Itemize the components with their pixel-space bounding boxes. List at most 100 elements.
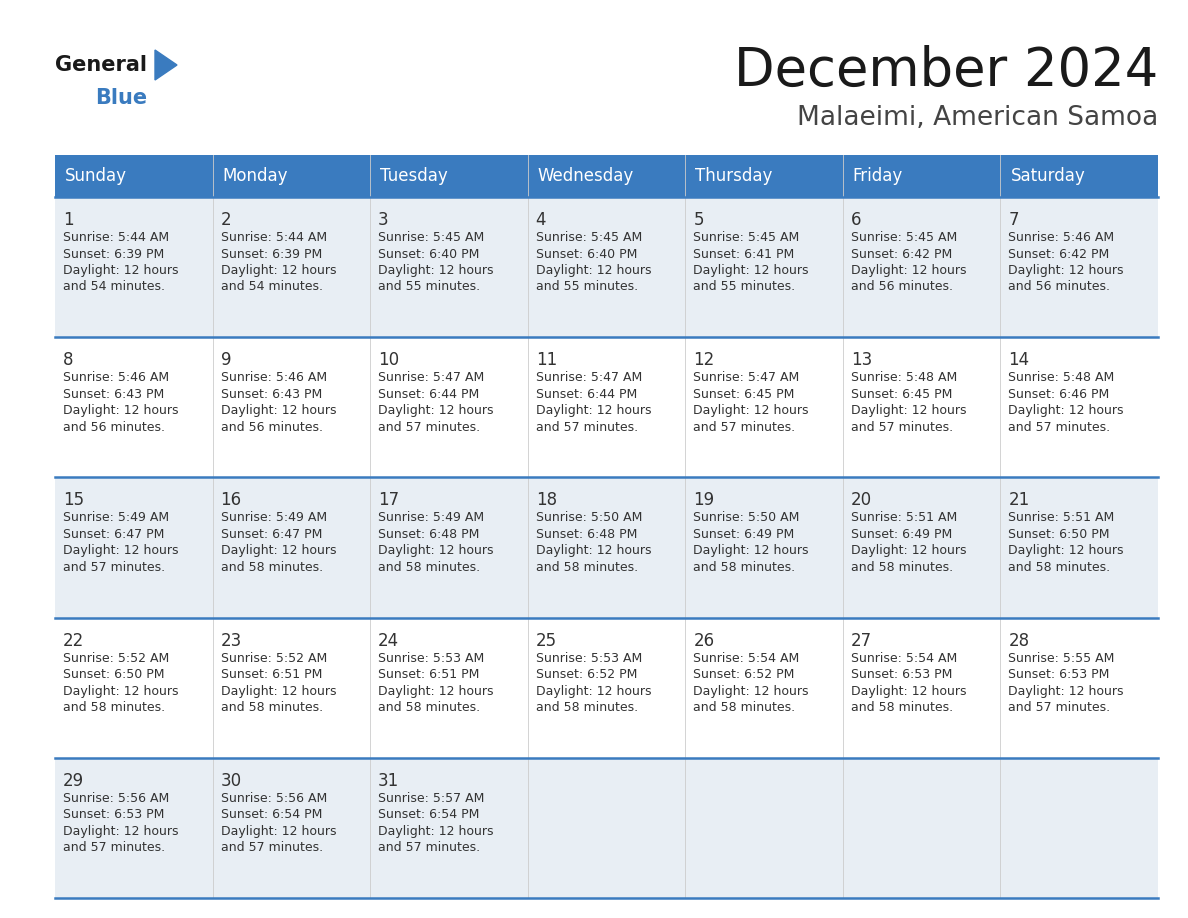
Text: Sunset: 6:42 PM: Sunset: 6:42 PM xyxy=(851,248,952,261)
Text: Sunset: 6:47 PM: Sunset: 6:47 PM xyxy=(221,528,322,541)
Text: Daylight: 12 hours: Daylight: 12 hours xyxy=(851,264,966,277)
Text: Sunset: 6:40 PM: Sunset: 6:40 PM xyxy=(536,248,637,261)
Text: Sunrise: 5:46 AM: Sunrise: 5:46 AM xyxy=(63,371,169,385)
Text: Daylight: 12 hours: Daylight: 12 hours xyxy=(378,685,494,698)
Text: Sunset: 6:50 PM: Sunset: 6:50 PM xyxy=(63,668,164,681)
Text: and 58 minutes.: and 58 minutes. xyxy=(63,701,165,714)
Text: Sunrise: 5:45 AM: Sunrise: 5:45 AM xyxy=(536,231,642,244)
Text: Daylight: 12 hours: Daylight: 12 hours xyxy=(536,264,651,277)
Text: Daylight: 12 hours: Daylight: 12 hours xyxy=(1009,264,1124,277)
Text: 27: 27 xyxy=(851,632,872,650)
Text: Sunrise: 5:48 AM: Sunrise: 5:48 AM xyxy=(1009,371,1114,385)
Text: 7: 7 xyxy=(1009,211,1019,229)
Text: and 58 minutes.: and 58 minutes. xyxy=(694,561,796,574)
Text: and 57 minutes.: and 57 minutes. xyxy=(63,841,165,855)
Text: Daylight: 12 hours: Daylight: 12 hours xyxy=(851,404,966,417)
Text: Daylight: 12 hours: Daylight: 12 hours xyxy=(63,404,178,417)
Text: Sunday: Sunday xyxy=(65,167,127,185)
Text: 12: 12 xyxy=(694,352,714,369)
Text: Daylight: 12 hours: Daylight: 12 hours xyxy=(1009,685,1124,698)
Text: 13: 13 xyxy=(851,352,872,369)
Text: and 57 minutes.: and 57 minutes. xyxy=(536,420,638,433)
Bar xyxy=(55,618,1158,757)
Polygon shape xyxy=(154,50,177,80)
Text: Sunrise: 5:55 AM: Sunrise: 5:55 AM xyxy=(1009,652,1114,665)
Text: Daylight: 12 hours: Daylight: 12 hours xyxy=(536,544,651,557)
Text: December 2024: December 2024 xyxy=(734,45,1158,97)
Text: Sunset: 6:45 PM: Sunset: 6:45 PM xyxy=(694,387,795,400)
Text: and 55 minutes.: and 55 minutes. xyxy=(536,281,638,294)
Text: 19: 19 xyxy=(694,491,714,509)
Text: Sunrise: 5:53 AM: Sunrise: 5:53 AM xyxy=(378,652,485,665)
Text: and 57 minutes.: and 57 minutes. xyxy=(1009,420,1111,433)
Text: Sunset: 6:53 PM: Sunset: 6:53 PM xyxy=(851,668,953,681)
Text: Sunset: 6:50 PM: Sunset: 6:50 PM xyxy=(1009,528,1110,541)
Text: Daylight: 12 hours: Daylight: 12 hours xyxy=(694,685,809,698)
Text: Sunset: 6:49 PM: Sunset: 6:49 PM xyxy=(851,528,952,541)
Text: Sunrise: 5:45 AM: Sunrise: 5:45 AM xyxy=(851,231,958,244)
Text: 31: 31 xyxy=(378,772,399,789)
Text: Daylight: 12 hours: Daylight: 12 hours xyxy=(378,824,494,838)
Text: Daylight: 12 hours: Daylight: 12 hours xyxy=(63,544,178,557)
Text: Daylight: 12 hours: Daylight: 12 hours xyxy=(221,404,336,417)
Bar xyxy=(55,155,1158,197)
Bar xyxy=(55,477,1158,618)
Text: Thursday: Thursday xyxy=(695,167,772,185)
Text: Sunrise: 5:47 AM: Sunrise: 5:47 AM xyxy=(536,371,642,385)
Text: Sunset: 6:39 PM: Sunset: 6:39 PM xyxy=(221,248,322,261)
Text: Daylight: 12 hours: Daylight: 12 hours xyxy=(1009,404,1124,417)
Text: Saturday: Saturday xyxy=(1011,167,1085,185)
Text: Sunrise: 5:56 AM: Sunrise: 5:56 AM xyxy=(221,792,327,805)
Text: Sunrise: 5:44 AM: Sunrise: 5:44 AM xyxy=(221,231,327,244)
Text: Daylight: 12 hours: Daylight: 12 hours xyxy=(378,404,494,417)
Text: Daylight: 12 hours: Daylight: 12 hours xyxy=(694,404,809,417)
Text: and 58 minutes.: and 58 minutes. xyxy=(378,701,480,714)
Text: Daylight: 12 hours: Daylight: 12 hours xyxy=(63,824,178,838)
Text: Daylight: 12 hours: Daylight: 12 hours xyxy=(851,544,966,557)
Text: Sunrise: 5:49 AM: Sunrise: 5:49 AM xyxy=(63,511,169,524)
Text: Sunset: 6:52 PM: Sunset: 6:52 PM xyxy=(694,668,795,681)
Text: Daylight: 12 hours: Daylight: 12 hours xyxy=(694,544,809,557)
Text: 15: 15 xyxy=(63,491,84,509)
Text: Sunset: 6:39 PM: Sunset: 6:39 PM xyxy=(63,248,164,261)
Text: Sunrise: 5:46 AM: Sunrise: 5:46 AM xyxy=(221,371,327,385)
Text: 18: 18 xyxy=(536,491,557,509)
Text: 29: 29 xyxy=(63,772,84,789)
Text: 24: 24 xyxy=(378,632,399,650)
Text: Daylight: 12 hours: Daylight: 12 hours xyxy=(694,264,809,277)
Text: Blue: Blue xyxy=(95,88,147,108)
Text: 26: 26 xyxy=(694,632,714,650)
Text: Sunrise: 5:45 AM: Sunrise: 5:45 AM xyxy=(378,231,485,244)
Text: Wednesday: Wednesday xyxy=(538,167,634,185)
Text: Sunrise: 5:54 AM: Sunrise: 5:54 AM xyxy=(694,652,800,665)
Text: Sunrise: 5:45 AM: Sunrise: 5:45 AM xyxy=(694,231,800,244)
Text: 8: 8 xyxy=(63,352,74,369)
Text: and 58 minutes.: and 58 minutes. xyxy=(378,561,480,574)
Text: Sunset: 6:54 PM: Sunset: 6:54 PM xyxy=(221,809,322,822)
Text: Sunrise: 5:50 AM: Sunrise: 5:50 AM xyxy=(694,511,800,524)
Text: 23: 23 xyxy=(221,632,242,650)
Text: and 58 minutes.: and 58 minutes. xyxy=(536,701,638,714)
Text: Sunrise: 5:50 AM: Sunrise: 5:50 AM xyxy=(536,511,642,524)
Text: 1: 1 xyxy=(63,211,74,229)
Text: Sunset: 6:53 PM: Sunset: 6:53 PM xyxy=(63,809,164,822)
Text: 2: 2 xyxy=(221,211,232,229)
Text: and 55 minutes.: and 55 minutes. xyxy=(694,281,796,294)
Text: 14: 14 xyxy=(1009,352,1030,369)
Text: and 57 minutes.: and 57 minutes. xyxy=(63,561,165,574)
Text: Daylight: 12 hours: Daylight: 12 hours xyxy=(221,824,336,838)
Text: Daylight: 12 hours: Daylight: 12 hours xyxy=(221,544,336,557)
Text: and 54 minutes.: and 54 minutes. xyxy=(63,281,165,294)
Text: Sunset: 6:44 PM: Sunset: 6:44 PM xyxy=(378,387,480,400)
Text: and 58 minutes.: and 58 minutes. xyxy=(1009,561,1111,574)
Text: 30: 30 xyxy=(221,772,241,789)
Text: Sunrise: 5:52 AM: Sunrise: 5:52 AM xyxy=(63,652,169,665)
Text: Sunrise: 5:53 AM: Sunrise: 5:53 AM xyxy=(536,652,642,665)
Text: and 58 minutes.: and 58 minutes. xyxy=(221,561,323,574)
Text: Sunset: 6:49 PM: Sunset: 6:49 PM xyxy=(694,528,795,541)
Text: 6: 6 xyxy=(851,211,861,229)
Text: Daylight: 12 hours: Daylight: 12 hours xyxy=(63,685,178,698)
Text: and 54 minutes.: and 54 minutes. xyxy=(221,281,323,294)
Text: 28: 28 xyxy=(1009,632,1030,650)
Text: and 58 minutes.: and 58 minutes. xyxy=(221,701,323,714)
